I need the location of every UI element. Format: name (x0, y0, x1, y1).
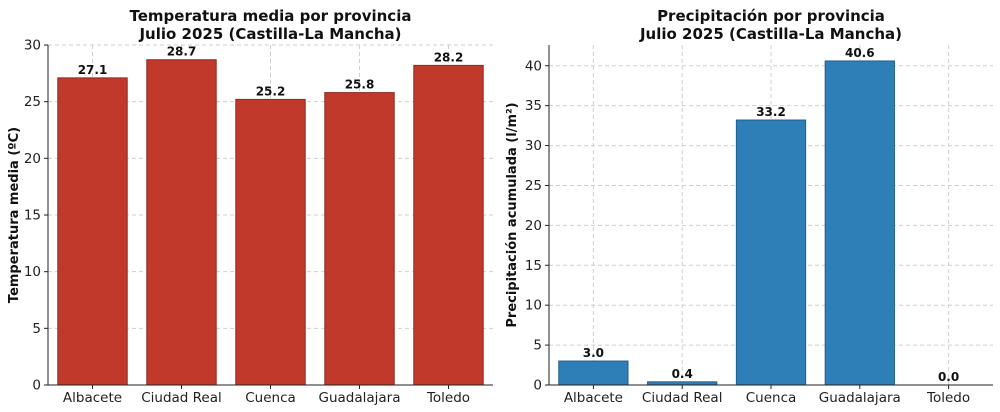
temp-title-line-0: Temperatura media por provincia (130, 7, 412, 25)
temp-ytick-label-2: 10 (24, 264, 41, 280)
precip-ytick-label-4: 20 (525, 218, 542, 234)
precip-xtick-label-4: Toledo (926, 390, 970, 406)
temp-ytick-label-0: 0 (32, 378, 41, 394)
precip-ytick-label-3: 15 (525, 258, 542, 274)
temp-data-label-2: 25.2 (256, 84, 286, 98)
precip-bar-0 (558, 360, 629, 386)
precip-ytick-label-1: 5 (533, 338, 542, 354)
precip-data-label-0: 3.0 (583, 346, 604, 360)
precip-ytick-label-6: 30 (525, 138, 542, 154)
precip-xtick-label-1: Ciudad Real (642, 390, 723, 406)
temp-xtick-label-4: Toledo (426, 390, 470, 406)
temp-ytick-label-1: 5 (32, 321, 41, 337)
precip-ytick-label-8: 40 (525, 58, 542, 74)
precip-data-label-1: 0.4 (672, 367, 693, 381)
temp-title-line-1: Julio 2025 (Castilla-La Mancha) (138, 25, 401, 43)
temp-data-label-1: 28.7 (167, 45, 197, 59)
temp-ytick-label-6: 30 (24, 38, 41, 54)
temp-data-label-0: 27.1 (78, 63, 108, 77)
temp-ytick-label-5: 25 (24, 94, 41, 110)
precip-bar-2 (735, 119, 807, 386)
precip-title-line-0: Precipitación por provincia (657, 7, 885, 25)
temp-ytick-label-4: 20 (24, 151, 41, 167)
precip-ytick-label-5: 25 (525, 178, 542, 194)
temp-ytick-label-3: 15 (24, 208, 41, 224)
precip-ytick-label-0: 0 (533, 378, 542, 394)
temp-data-label-4: 28.2 (434, 50, 464, 64)
precip-data-label-3: 40.6 (845, 46, 875, 60)
temp-xtick-label-0: Albacete (63, 390, 122, 406)
precip-data-label-2: 33.2 (756, 105, 786, 119)
temp-bar-0 (57, 77, 128, 386)
precip-title-line-1: Julio 2025 (Castilla-La Mancha) (639, 25, 902, 43)
temp-bar-1 (146, 59, 217, 386)
precip-ytick-label-7: 35 (525, 98, 542, 114)
precip-bar-3 (824, 60, 895, 386)
precip-ytick-label-2: 10 (525, 298, 542, 314)
temp-xtick-label-3: Guadalajara (318, 390, 400, 406)
precip-xtick-label-0: Albacete (564, 390, 623, 406)
precip-xtick-label-3: Guadalajara (819, 390, 901, 406)
temp-data-label-3: 25.8 (345, 78, 375, 92)
temp-bar-4 (413, 64, 484, 386)
precip-xtick-label-2: Cuenca (746, 390, 797, 406)
precip-y-axis-label: Precipitación acumulada (l/m²) (505, 102, 520, 327)
temp-bar-3 (324, 92, 395, 386)
temp-y-axis-label: Temperatura media (ºC) (7, 127, 22, 303)
temp-xtick-label-2: Cuenca (245, 390, 296, 406)
temp-bar-2 (235, 98, 306, 386)
temp-xtick-label-1: Ciudad Real (141, 390, 222, 406)
precip-data-label-4: 0.0 (938, 370, 959, 384)
